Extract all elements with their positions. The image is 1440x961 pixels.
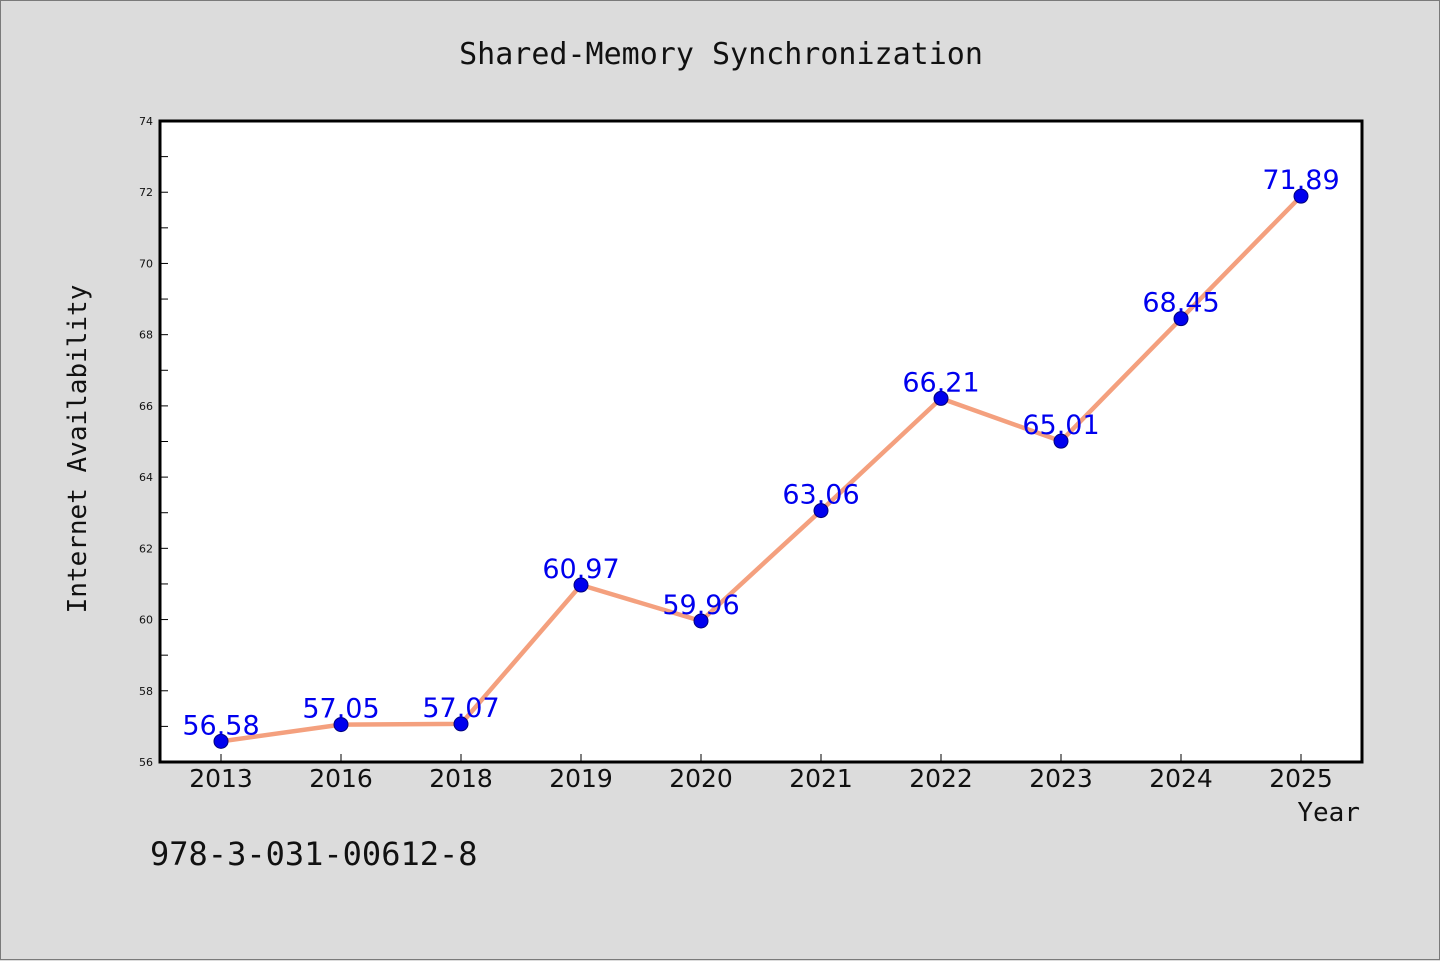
x-tick-label: 2024 [1149,764,1213,793]
x-tick-label: 2023 [1029,764,1093,793]
y-tick-label: 66 [139,400,153,413]
x-tick-label: 2025 [1269,764,1333,793]
y-tick-label: 74 [139,115,153,128]
data-point-marker [813,503,829,519]
y-axis-ticks: 56 58 60 62 64 66 68 70 72 74 [139,115,168,769]
x-tick-label: 2018 [429,764,493,793]
y-tick-label: 58 [139,685,153,698]
data-label: 59.96 [662,590,739,621]
x-axis-ticks: 2013 2016 2018 2019 2020 2021 2022 2023 2024 2025 [189,754,1333,793]
data-point-marker [213,733,229,749]
data-label: 68.45 [1142,288,1219,319]
data-point-marker [933,390,949,406]
data-point-marker [333,717,349,733]
x-axis-label: Year [1297,798,1360,828]
isbn-footnote: 978-3-031-00612-8 [150,835,478,873]
data-point-marker [1053,433,1069,449]
data-label: 56.58 [182,710,259,741]
data-label: 65.01 [1022,410,1099,441]
data-label: 57.07 [422,693,499,724]
data-point-marker [1173,311,1189,327]
data-label: 66.21 [902,367,979,398]
y-axis-label: Internet Availability [63,285,93,614]
data-label: 63.06 [782,480,859,511]
data-label: 57.05 [302,694,379,725]
x-tick-label: 2022 [909,764,973,793]
y-tick-label: 68 [139,329,153,342]
y-tick-label: 60 [139,614,153,627]
x-tick-label: 2019 [549,764,613,793]
x-tick-label: 2016 [309,764,373,793]
x-tick-label: 2013 [189,764,253,793]
series-line [218,193,1304,744]
plot-area [158,119,1364,764]
y-tick-label: 72 [139,186,153,199]
data-label: 71.89 [1262,165,1339,196]
chart-title: Shared-Memory Synchronization [459,37,983,72]
data-point-marker [1293,188,1309,204]
data-labels-layer: 56.58 57.05 57.07 60.97 59.96 63.06 66.21 65.01… [182,165,1339,741]
data-point-marker [693,613,709,629]
y-tick-label: 56 [139,756,153,769]
data-point-marker [453,716,469,732]
y-tick-label: 64 [139,471,153,484]
x-tick-label: 2021 [789,764,853,793]
x-tick-label: 2020 [669,764,733,793]
data-point-marker [573,577,589,593]
y-tick-label: 62 [139,542,153,555]
y-tick-label: 70 [139,257,153,270]
data-label: 60.97 [542,554,619,585]
series-layer [213,188,1309,749]
